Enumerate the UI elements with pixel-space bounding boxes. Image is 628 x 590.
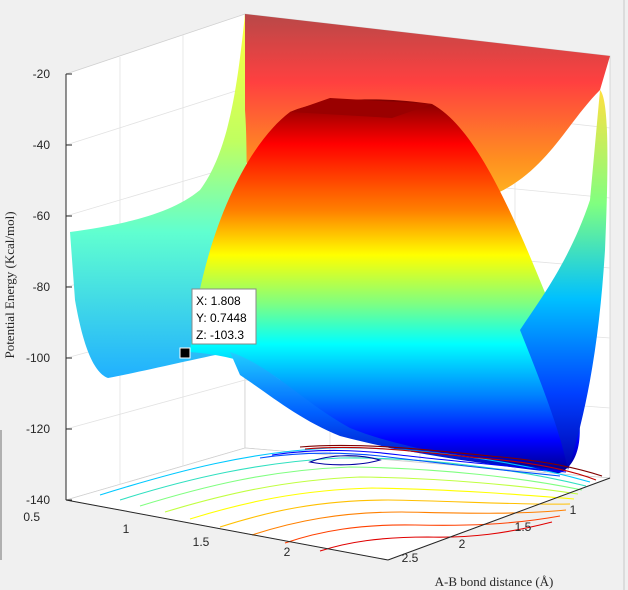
- energy-surface: [70, 14, 610, 474]
- z-tick-label: -80: [33, 280, 51, 294]
- z-tick-label: -40: [33, 138, 51, 152]
- surface-right-wall: [520, 90, 608, 470]
- z-axis-title: Potential Energy (Kcal/mol): [2, 211, 17, 358]
- datatip[interactable]: X: 1.808 Y: 0.7448 Z: -103.3: [179, 288, 257, 359]
- z-axis-ticks: [66, 73, 72, 501]
- x-tick-label: 1.5: [193, 535, 210, 549]
- x-axis-title: A-B bond distance (Å): [435, 574, 554, 589]
- datatip-marker[interactable]: [179, 347, 191, 359]
- datatip-z: Z: -103.3: [196, 328, 244, 342]
- z-tick-label: -120: [26, 422, 50, 436]
- y-tick-label: 1.5: [515, 520, 532, 534]
- datatip-y: Y: 0.7448: [196, 311, 247, 325]
- y-tick-label: 2: [459, 537, 466, 551]
- x-tick-labels: 0.5 1 1.5 2 2.5: [23, 510, 418, 565]
- x-axis-line: [65, 499, 389, 561]
- z-tick-labels: -20 -40 -60 -80 -100 -120 -140: [26, 67, 50, 507]
- surface-plateau: [290, 98, 432, 118]
- y-axis-line: [387, 477, 611, 561]
- z-tick-label: -140: [26, 493, 50, 507]
- z-tick-label: -60: [33, 209, 51, 223]
- surface-saddle: [190, 99, 580, 470]
- x-tick-label: 0.5: [23, 510, 40, 524]
- x-tick-label: 1: [123, 522, 130, 536]
- floor-contours: [99, 444, 603, 552]
- datatip-box: [191, 288, 257, 345]
- z-tick-label: -100: [26, 351, 50, 365]
- x-tick-label: 2.5: [402, 551, 419, 565]
- x-tick-label: 2: [284, 545, 291, 559]
- z-tick-label: -20: [33, 67, 51, 81]
- y-tick-label: 1: [570, 503, 577, 517]
- datatip-x: X: 1.808: [196, 294, 241, 308]
- y-tick-labels: 1 1.5 2: [459, 503, 577, 551]
